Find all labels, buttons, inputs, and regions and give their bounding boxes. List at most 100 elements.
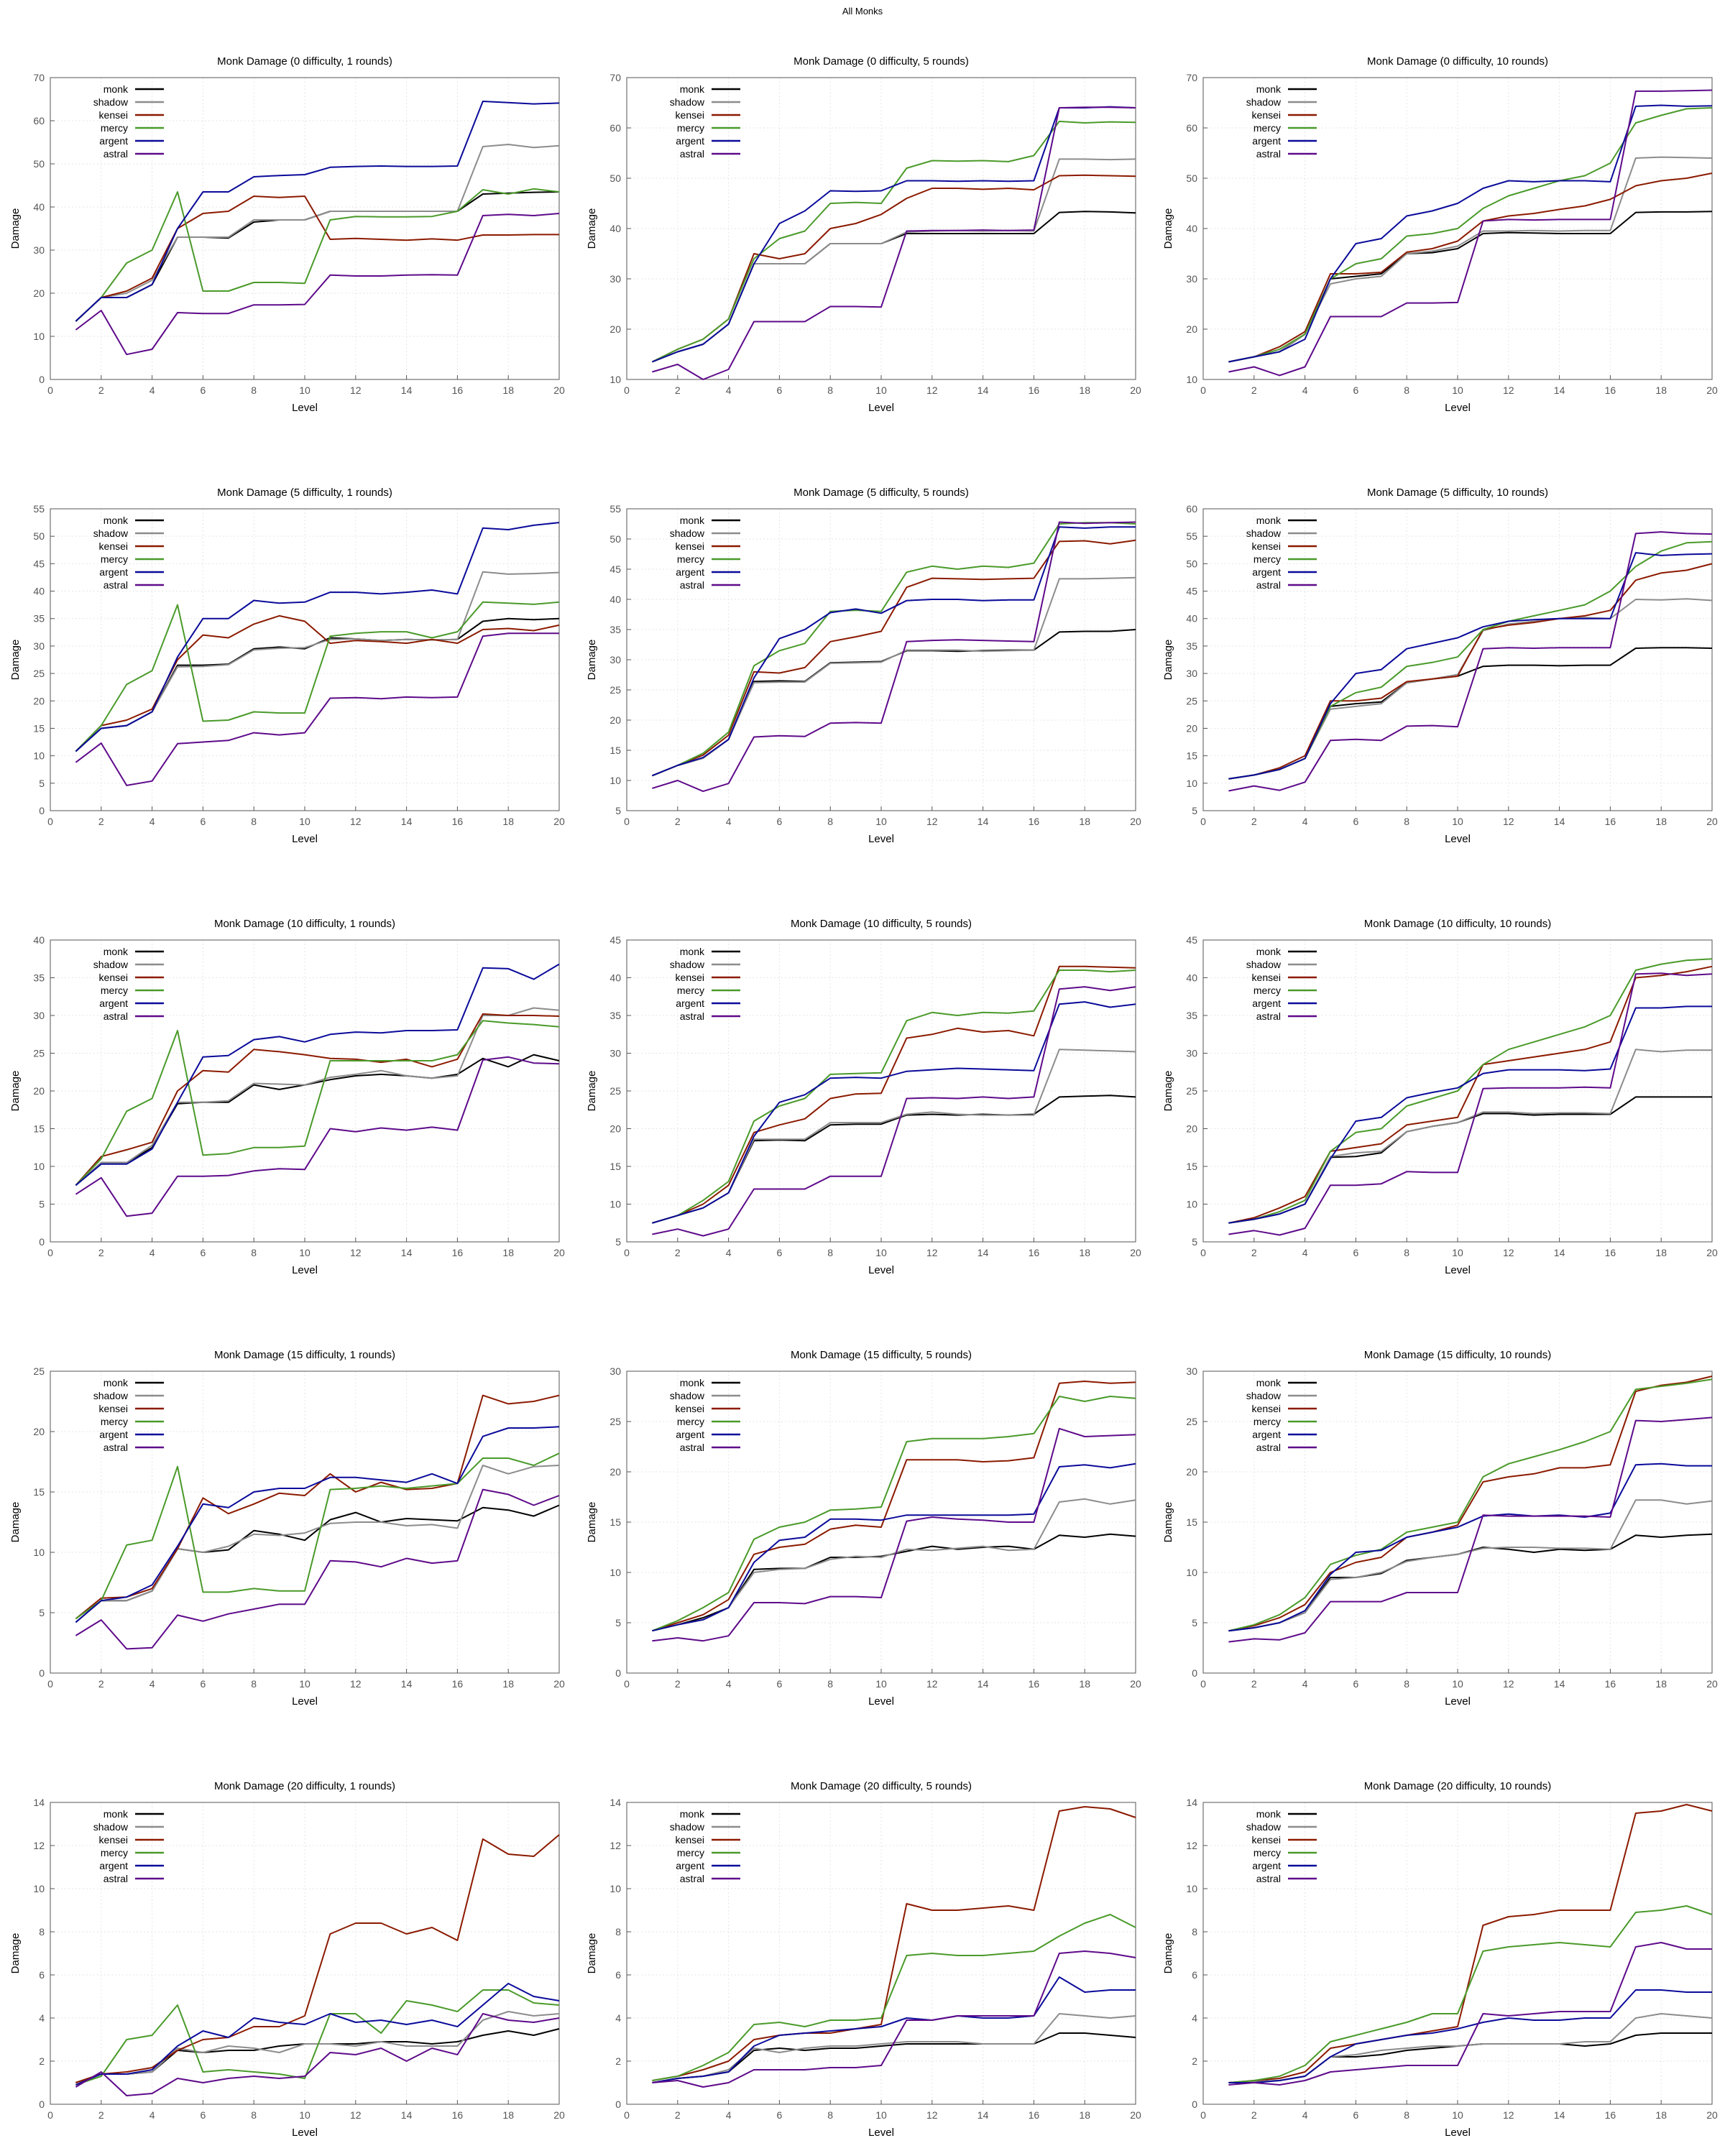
series-line-shadow — [75, 144, 560, 322]
y-tick-label: 25 — [1186, 695, 1197, 706]
x-tick-label: 0 — [1200, 1678, 1206, 1690]
x-tick-label: 16 — [1605, 384, 1616, 396]
y-tick-label: 50 — [33, 530, 45, 542]
legend-label: monk — [104, 1377, 129, 1388]
y-tick-label: 55 — [33, 503, 45, 515]
x-tick-label: 12 — [1503, 384, 1514, 396]
legend-label: kensei — [676, 109, 704, 121]
series-line-mercy — [75, 1989, 560, 2086]
legend-label: monk — [104, 83, 129, 95]
legend-label: monk — [680, 1808, 705, 1820]
legend-label: astral — [680, 1010, 704, 1022]
x-tick-label: 20 — [553, 1247, 565, 1258]
series-line-kensei — [75, 1834, 560, 2083]
y-tick-label: 70 — [610, 72, 621, 83]
x-tick-label: 2 — [675, 816, 681, 827]
x-tick-label: 4 — [726, 2109, 732, 2121]
series-line-argent — [75, 1983, 560, 2086]
series-line-argent — [75, 522, 560, 752]
legend-label: mercy — [101, 1847, 128, 1858]
x-tick-label: 20 — [553, 816, 565, 827]
y-tick-label: 35 — [1186, 1010, 1197, 1021]
x-tick-label: 2 — [675, 1247, 681, 1258]
x-tick-label: 0 — [1200, 1247, 1206, 1258]
legend-label: argent — [99, 566, 128, 578]
y-axis-label: Damage — [1162, 1071, 1174, 1112]
series-line-shadow — [75, 1465, 560, 1623]
x-tick-label: 8 — [827, 816, 833, 827]
series-line-kensei — [1228, 563, 1713, 780]
y-tick-label: 25 — [1186, 1085, 1197, 1097]
x-tick-label: 4 — [1302, 1678, 1308, 1690]
series-line-argent — [652, 1001, 1136, 1224]
y-tick-label: 30 — [610, 654, 621, 665]
legend-label: kensei — [99, 540, 128, 552]
y-axis-label: Damage — [586, 1933, 598, 1974]
x-tick-label: 10 — [875, 816, 887, 827]
chart-panel: 0 2 4 6 8 10 12 14 16 18 20 10 20 30 40 50 60 70 Monk Dama… — [586, 55, 1141, 414]
legend-label: astral — [1256, 1873, 1281, 1884]
x-tick-label: 2 — [98, 1678, 104, 1690]
x-tick-label: 18 — [502, 1247, 514, 1258]
y-tick-label: 10 — [1186, 1567, 1197, 1578]
y-tick-label: 10 — [1186, 778, 1197, 789]
x-tick-label: 12 — [1503, 1678, 1514, 1690]
series-line-astral — [1228, 531, 1713, 792]
y-tick-label: 0 — [615, 2099, 621, 2110]
series-line-mercy — [75, 1020, 560, 1186]
y-tick-label: 10 — [33, 1547, 45, 1558]
x-tick-label: 4 — [726, 1247, 732, 1258]
legend-label: mercy — [677, 1847, 704, 1858]
x-tick-label: 4 — [1302, 384, 1308, 396]
legend-label: monk — [104, 946, 129, 957]
y-tick-label: 10 — [33, 1161, 45, 1172]
chart-title: Monk Damage (5 difficulty, 1 rounds) — [217, 487, 392, 499]
x-tick-label: 2 — [675, 1678, 681, 1690]
y-tick-label: 15 — [33, 1486, 45, 1498]
series-line-shadow — [1228, 1049, 1712, 1224]
y-tick-label: 15 — [1186, 750, 1197, 762]
x-tick-label: 12 — [1503, 816, 1514, 827]
legend-label: shadow — [93, 959, 129, 970]
x-tick-label: 20 — [1130, 1247, 1141, 1258]
x-tick-label: 14 — [978, 1678, 989, 1690]
chart-title: Monk Damage (0 difficulty, 5 rounds) — [794, 55, 969, 68]
x-tick-label: 6 — [777, 384, 783, 396]
x-tick-label: 16 — [1029, 816, 1040, 827]
y-tick-label: 50 — [1186, 558, 1197, 569]
chart-panel: 0 2 4 6 8 10 12 14 16 18 20 0 5 10 15 20 25 30 35 40 45 50 55 M… — [9, 487, 565, 845]
y-tick-label: 20 — [1186, 323, 1197, 335]
y-tick-label: 45 — [1186, 586, 1197, 597]
legend-label: shadow — [93, 1390, 129, 1401]
x-tick-label: 0 — [1200, 816, 1206, 827]
legend-label: mercy — [1254, 553, 1281, 565]
x-axis-label: Level — [1445, 402, 1471, 414]
y-tick-label: 40 — [1186, 613, 1197, 625]
y-tick-label: 10 — [33, 750, 45, 762]
x-tick-label: 18 — [1079, 816, 1090, 827]
y-axis-label: Damage — [9, 1502, 22, 1543]
y-tick-label: 30 — [610, 273, 621, 285]
x-tick-label: 18 — [1655, 2109, 1667, 2121]
x-tick-label: 0 — [47, 1247, 53, 1258]
x-tick-label: 18 — [502, 384, 514, 396]
legend-label: shadow — [93, 96, 129, 108]
chart-panel: 0 2 4 6 8 10 12 14 16 18 20 5 10 15 20 25 30 35 40 45 50 55 60… — [1162, 487, 1718, 845]
series-line-astral — [1228, 89, 1713, 377]
y-tick-label: 35 — [1186, 640, 1197, 652]
y-tick-label: 5 — [615, 805, 621, 816]
x-tick-label: 16 — [1029, 1247, 1040, 1258]
series-line-shadow — [652, 158, 1136, 363]
x-tick-label: 0 — [1200, 384, 1206, 396]
x-tick-label: 10 — [1452, 1247, 1463, 1258]
y-tick-label: 0 — [1192, 2099, 1197, 2110]
legend-label: kensei — [99, 109, 128, 121]
y-tick-label: 25 — [1186, 1416, 1197, 1427]
x-tick-label: 18 — [1655, 384, 1667, 396]
legend-label: kensei — [1252, 1834, 1281, 1846]
x-tick-label: 2 — [1251, 1678, 1257, 1690]
series-line-shadow — [75, 571, 560, 752]
x-axis-label: Level — [868, 1695, 894, 1708]
x-tick-label: 16 — [1029, 384, 1040, 396]
legend-label: mercy — [1254, 1416, 1281, 1427]
